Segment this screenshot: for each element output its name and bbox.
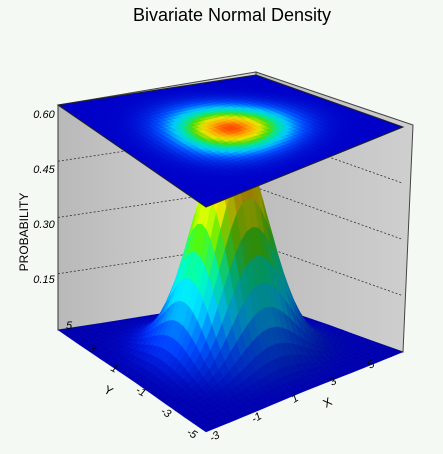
density-surface [57,128,404,433]
y-tick-label: -5 [185,426,200,442]
chart-title: Bivariate Normal Density [133,5,331,25]
z-axis: 0.15 0.30 0.45 0.60 PROBABILITY [17,105,59,330]
grid-line [255,243,404,297]
y-tick-label: 5 [66,320,73,332]
y-axis-label: Y [102,382,116,398]
contour-plane-edge [56,74,405,208]
x-axis-label: X [321,394,335,410]
grid-line [57,187,257,218]
z-tick-label: 0.45 [33,164,55,176]
grid-line [255,187,404,240]
x-tick-label: -3 [208,429,223,445]
x-tick-label: 1 [290,392,301,405]
z-tick-label: 0.15 [33,274,55,286]
y-tick-label: 1 [109,362,120,375]
grid-line [57,243,257,275]
z-axis-label: PROBABILITY [17,193,31,272]
surface-patch [201,426,213,433]
z-tick-label: 0.60 [33,109,55,121]
z-tick-label: 0.30 [33,219,55,231]
top-contour-plane [56,74,405,208]
